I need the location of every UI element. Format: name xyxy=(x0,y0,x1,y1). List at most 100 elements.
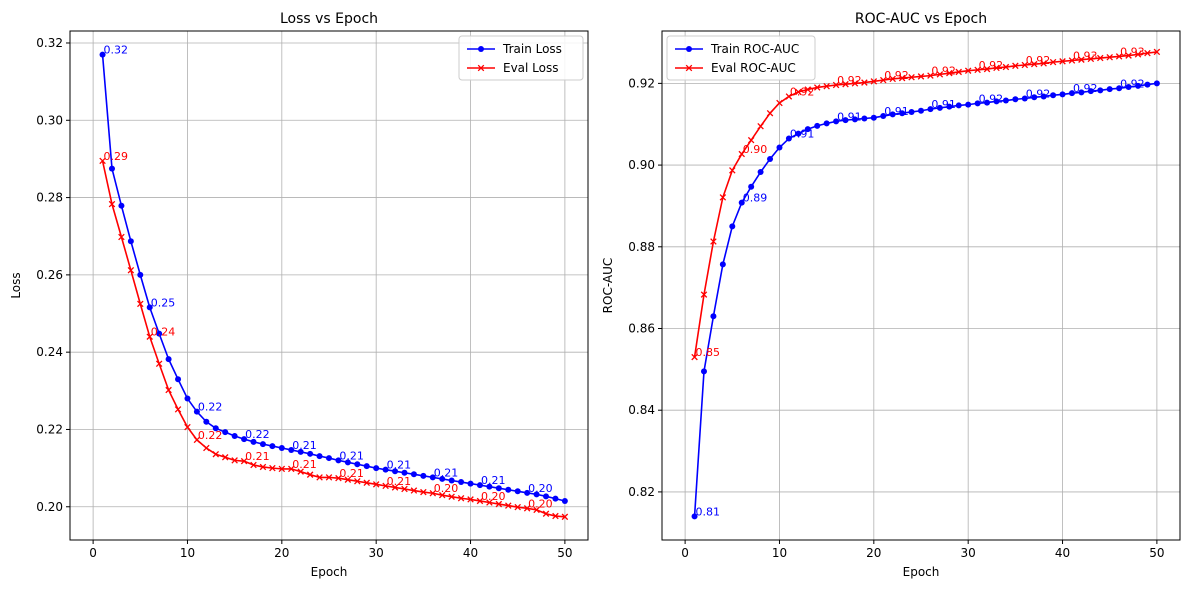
data-point xyxy=(458,479,465,486)
data-point xyxy=(757,169,764,176)
data-point xyxy=(710,238,717,245)
legend-label: Eval Loss xyxy=(503,61,559,75)
data-point xyxy=(165,356,172,363)
y-tick-label: 0.32 xyxy=(36,36,63,50)
data-point xyxy=(259,441,266,448)
loss-panel: 0 10 20 30 40 50 0.20 0.22 0.24 0.26 0.28 0.30 0.32 L… xyxy=(9,11,589,579)
y-tick-label: 0.92 xyxy=(628,76,655,90)
legend-item: Eval Loss xyxy=(467,61,559,75)
data-point xyxy=(738,199,745,206)
axes-frame xyxy=(69,30,589,541)
data-point xyxy=(99,51,106,58)
data-label: 0.21 xyxy=(292,458,317,471)
y-tick-label: 0.82 xyxy=(628,485,655,499)
data-point xyxy=(156,330,163,337)
data-point xyxy=(410,471,417,478)
data-point xyxy=(552,495,559,502)
data-label: 0.93 xyxy=(1073,49,1098,62)
data-point xyxy=(814,122,821,129)
data-point xyxy=(250,438,257,445)
data-point xyxy=(99,157,106,165)
legend-item: Eval ROC-AUC xyxy=(675,61,796,75)
data-point xyxy=(326,455,332,462)
data-point xyxy=(118,233,125,241)
data-point xyxy=(231,433,238,440)
data-point xyxy=(1068,90,1075,97)
data-point xyxy=(955,68,963,76)
data-point xyxy=(936,104,943,111)
data-point xyxy=(917,73,925,80)
data-point xyxy=(795,88,802,96)
legend-marker xyxy=(477,64,485,72)
data-label: 0.92 xyxy=(790,85,815,98)
data-point xyxy=(719,194,727,201)
data-point xyxy=(1031,94,1038,101)
data-point xyxy=(344,476,352,483)
data-point xyxy=(175,376,182,383)
data-point xyxy=(448,477,455,484)
data-point xyxy=(879,76,887,84)
data-point xyxy=(1125,84,1132,91)
data-point xyxy=(832,81,840,89)
data-point xyxy=(842,117,849,124)
data-point xyxy=(127,238,134,245)
y-tick-label: 0.22 xyxy=(36,422,63,436)
data-point xyxy=(193,408,200,415)
data-point xyxy=(316,453,323,460)
data-point xyxy=(1106,53,1113,61)
data-point xyxy=(382,482,389,490)
data-point xyxy=(1153,48,1161,56)
x-tick-label: 50 xyxy=(1149,546,1164,560)
data-point xyxy=(1059,91,1066,98)
data-point xyxy=(467,480,474,487)
legend-marker xyxy=(685,64,693,72)
data-point xyxy=(965,101,972,108)
data-point xyxy=(184,423,191,431)
data-point xyxy=(748,183,755,190)
data-point xyxy=(1050,92,1057,99)
legend-item: Train Loss xyxy=(467,42,562,56)
data-point xyxy=(165,386,172,394)
data-point xyxy=(870,78,878,85)
data-label: 0.92 xyxy=(1026,54,1051,67)
data-point xyxy=(306,471,314,478)
data-label: 0.92 xyxy=(837,74,862,87)
data-point xyxy=(325,474,333,481)
y-tick-label: 0.30 xyxy=(36,113,63,127)
data-point xyxy=(420,488,427,496)
data-label: 0.21 xyxy=(387,475,412,488)
data-point xyxy=(804,126,811,133)
data-point xyxy=(1078,89,1085,96)
data-point xyxy=(738,150,745,158)
data-label: 0.20 xyxy=(528,482,553,495)
data-point xyxy=(1030,60,1038,68)
data-point xyxy=(766,109,774,117)
data-point xyxy=(401,485,408,493)
data-point xyxy=(823,82,830,90)
data-point xyxy=(514,488,521,495)
data-label: 0.21 xyxy=(387,459,412,472)
data-point xyxy=(410,487,418,494)
data-point xyxy=(861,79,868,86)
data-point xyxy=(1144,81,1151,88)
data-label: 0.21 xyxy=(481,474,506,487)
data-point xyxy=(1097,87,1104,94)
data-label: 0.21 xyxy=(245,450,270,463)
y-tick-label: 0.24 xyxy=(36,345,63,359)
data-point xyxy=(108,200,116,208)
data-point xyxy=(1153,80,1160,87)
data-point xyxy=(1012,62,1019,70)
data-point xyxy=(880,113,887,120)
data-point xyxy=(1021,61,1029,69)
x-tick-label: 10 xyxy=(180,546,195,560)
data-point xyxy=(287,465,295,473)
data-label: 0.22 xyxy=(245,428,270,441)
data-point xyxy=(842,80,849,88)
data-point xyxy=(861,115,868,122)
grid xyxy=(662,31,1180,540)
data-label: 0.22 xyxy=(198,429,223,442)
y-tick-label: 0.26 xyxy=(36,268,63,282)
data-point xyxy=(1116,85,1123,92)
legend-box xyxy=(458,35,584,81)
data-point xyxy=(335,474,342,482)
